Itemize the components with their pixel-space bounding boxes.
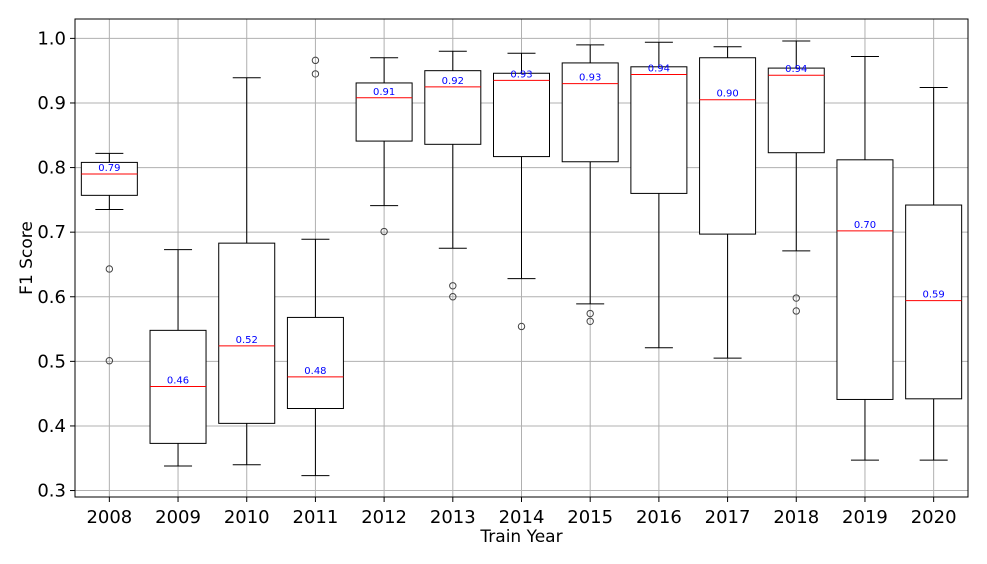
median-value-label: 0.70 xyxy=(854,220,876,231)
median-value-label: 0.94 xyxy=(785,64,807,75)
iqr-box xyxy=(355,82,413,142)
x-tick-label: 2009 xyxy=(155,507,201,528)
x-tick-label: 2014 xyxy=(499,507,545,528)
median-value-label: 0.79 xyxy=(98,163,120,174)
median-value-label: 0.91 xyxy=(373,87,395,98)
outlier-point xyxy=(517,322,526,331)
y-tick-label: 0.9 xyxy=(37,93,66,114)
iqr-box xyxy=(905,204,963,400)
median-value-label: 0.94 xyxy=(648,64,670,75)
x-tick-label: 2012 xyxy=(361,507,407,528)
median-value-label: 0.52 xyxy=(236,335,258,346)
box-2008: 0.79 xyxy=(80,152,138,365)
box-2009: 0.46 xyxy=(149,249,207,467)
iqr-box xyxy=(218,242,276,424)
box-2014: 0.93 xyxy=(493,52,550,331)
x-tick-label: 2020 xyxy=(911,507,957,528)
axis-ticks: 0.3 0.4 0.5 0.6 0.7 0.8 0.9 1.0 2008 2009 2010 2011… xyxy=(37,28,956,528)
x-tick-label: 2015 xyxy=(567,507,613,528)
iqr-box xyxy=(630,66,688,194)
x-axis-label: Train Year xyxy=(479,527,562,547)
y-tick-label: 0.3 xyxy=(37,481,66,502)
iqr-box xyxy=(561,62,619,163)
outlier-point xyxy=(449,282,457,290)
box-2018: 0.94 xyxy=(767,40,825,315)
y-tick-label: 0.8 xyxy=(37,158,66,179)
box-series: 0.79 0.46 0.52 0.48 0.91 0.92 0.93 0.93 0.94 0.90… xyxy=(80,40,963,477)
outlier-point xyxy=(105,265,114,273)
outlier-point xyxy=(586,309,594,318)
box-2020: 0.59 xyxy=(905,86,963,461)
box-2010: 0.52 xyxy=(218,77,276,466)
median-value-label: 0.93 xyxy=(579,73,601,84)
outlier-point xyxy=(311,70,320,78)
outlier-point xyxy=(105,357,114,365)
median-value-label: 0.48 xyxy=(304,366,326,377)
x-tick-label: 2010 xyxy=(224,507,270,528)
x-tick-label: 2016 xyxy=(636,507,682,528)
median-value-label: 0.46 xyxy=(167,376,189,387)
x-tick-label: 2017 xyxy=(705,507,751,528)
median-value-label: 0.59 xyxy=(923,290,945,301)
iqr-box xyxy=(493,72,550,158)
outlier-point xyxy=(380,227,388,236)
box-2012: 0.91 xyxy=(355,57,413,236)
outlier-point xyxy=(792,307,800,315)
median-value-label: 0.92 xyxy=(442,76,464,87)
box-2016: 0.94 xyxy=(630,41,688,349)
box-2011: 0.48 xyxy=(286,56,344,477)
box-2015: 0.93 xyxy=(561,44,619,326)
median-value-label: 0.93 xyxy=(510,69,532,80)
x-tick-label: 2019 xyxy=(842,507,888,528)
y-axis-label: F1 Score xyxy=(17,221,37,295)
outlier-point xyxy=(792,294,800,302)
y-tick-label: 0.6 xyxy=(37,287,66,308)
outlier-point xyxy=(586,317,594,326)
y-tick-label: 0.7 xyxy=(37,222,66,243)
box-2019: 0.70 xyxy=(836,55,894,461)
iqr-box xyxy=(286,316,344,410)
iqr-box xyxy=(699,57,757,235)
iqr-box xyxy=(80,161,138,196)
iqr-box xyxy=(836,159,894,400)
y-tick-label: 1.0 xyxy=(37,28,66,49)
box-2013: 0.92 xyxy=(424,50,482,301)
x-tick-label: 2008 xyxy=(86,507,132,528)
box-2017: 0.90 xyxy=(699,46,757,359)
y-tick-label: 0.4 xyxy=(37,416,66,437)
outlier-point xyxy=(311,56,320,65)
iqr-box xyxy=(767,67,825,154)
outlier-point xyxy=(449,293,457,301)
y-tick-label: 0.5 xyxy=(37,351,66,372)
median-value-label: 0.90 xyxy=(716,89,738,100)
x-tick-label: 2011 xyxy=(293,507,339,528)
iqr-box xyxy=(424,70,482,145)
x-tick-label: 2018 xyxy=(773,507,819,528)
x-tick-label: 2013 xyxy=(430,507,476,528)
